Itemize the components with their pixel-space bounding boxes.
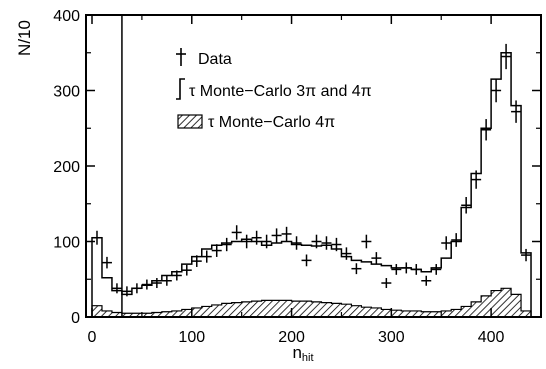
data-point	[111, 283, 122, 294]
data-point	[281, 226, 292, 242]
data-point	[101, 256, 112, 269]
y-tick-label: 0	[71, 310, 80, 327]
data-point	[491, 78, 502, 103]
data-point	[391, 264, 402, 275]
data-point	[271, 228, 282, 243]
y-tick-label: 300	[53, 84, 80, 101]
data-point	[471, 170, 482, 189]
data-point	[481, 119, 492, 141]
x-tick-label: 200	[278, 329, 305, 346]
y-tick-label: 400	[53, 8, 80, 25]
mc-4pi-histogram	[91, 287, 532, 318]
data-point	[241, 234, 252, 249]
legend-label-mc-4pi: τ Monte−Carlo 4π	[208, 114, 335, 131]
data-point	[431, 264, 442, 275]
tick-layer: 0 100 200 300 400 0 100 200 300 400	[53, 8, 541, 346]
x-tick-label: 0	[88, 329, 97, 346]
y-tick-label: 200	[53, 159, 80, 176]
legend-key-mc-total	[176, 78, 185, 100]
mc-total-histogram	[91, 52, 532, 317]
data-point	[451, 233, 462, 247]
y-axis-label: N/10	[15, 20, 34, 56]
data-point	[341, 247, 352, 260]
legend-key-data	[176, 48, 186, 66]
legend-label-data: Data	[198, 51, 232, 68]
data-point	[511, 100, 522, 123]
data-point	[131, 283, 142, 294]
data-point	[181, 264, 192, 276]
data-point	[521, 248, 532, 262]
plot-frame	[85, 14, 542, 318]
data-point	[361, 234, 372, 249]
data-point	[92, 230, 102, 245]
data-point	[421, 275, 432, 286]
x-tick-label: 400	[478, 329, 505, 346]
mc-total-series	[91, 52, 532, 317]
data-point	[351, 263, 362, 275]
data-point	[141, 279, 152, 290]
data-point	[231, 225, 242, 240]
data-series	[92, 43, 532, 297]
x-axis-label: nhit	[292, 343, 313, 364]
data-point	[381, 278, 392, 289]
data-point	[251, 230, 262, 245]
data-point	[151, 278, 162, 289]
legend: Data τ Monte−Carlo 3π and 4π τ Monte−Car…	[176, 48, 372, 131]
data-point	[371, 252, 382, 265]
y-tick-label: 100	[53, 235, 80, 252]
x-axis-label-main: n	[292, 343, 301, 362]
data-point	[401, 262, 412, 274]
data-point	[171, 270, 182, 281]
data-point	[441, 236, 452, 250]
data-point	[331, 237, 342, 252]
data-point	[161, 275, 172, 286]
x-tick-label: 300	[378, 329, 405, 346]
data-point	[221, 237, 232, 252]
data-point	[411, 264, 422, 275]
x-tick-label: 100	[178, 329, 205, 346]
data-point	[311, 234, 322, 249]
data-point	[301, 254, 312, 267]
data-point	[501, 43, 512, 70]
mc-4pi-series	[91, 287, 532, 318]
x-axis-label-subscript: hit	[302, 352, 314, 364]
data-point	[201, 250, 212, 263]
data-point	[211, 244, 222, 257]
data-point	[121, 286, 132, 297]
data-point	[261, 234, 272, 249]
data-point	[461, 196, 472, 214]
data-point	[291, 236, 302, 250]
data-point	[191, 255, 202, 267]
legend-label-mc-total: τ Monte−Carlo 3π and 4π	[189, 83, 372, 100]
legend-key-mc-4pi	[177, 114, 203, 129]
data-point	[321, 236, 332, 250]
